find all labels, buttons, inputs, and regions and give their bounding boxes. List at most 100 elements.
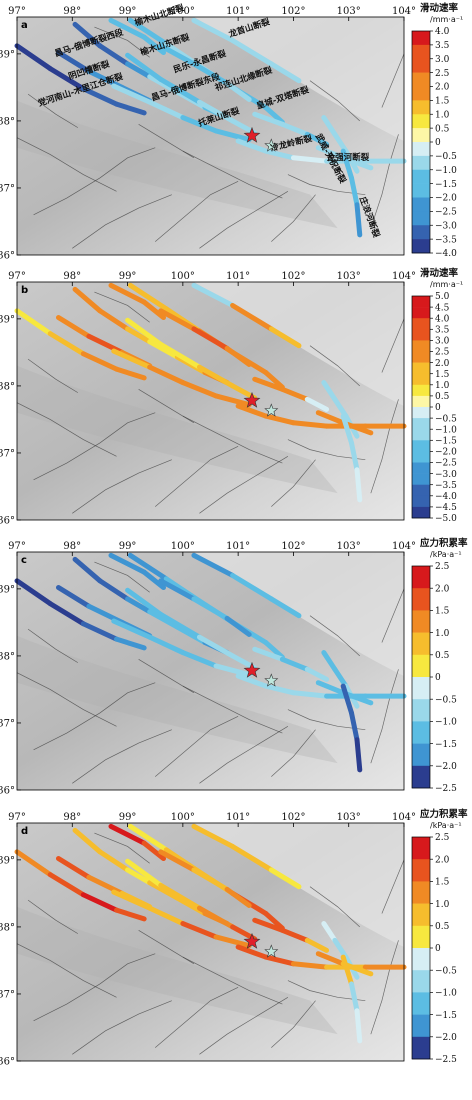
fault-segment-yumuE <box>158 849 197 873</box>
mountain-shade <box>17 635 338 764</box>
fault-segment-minle <box>125 317 164 347</box>
fault-segment-yumuE <box>224 80 252 102</box>
fault-segment-minle <box>196 364 236 389</box>
colorbar-value: 2.5 <box>435 562 450 572</box>
fault-segment-zhuang <box>354 202 363 238</box>
fault-segment-yumuN <box>108 17 147 40</box>
fault-segment-wuwei <box>321 115 338 137</box>
fault-segment-changmaW <box>72 556 103 584</box>
background-fault-line <box>287 980 366 1002</box>
fault-segment-yumuN <box>141 299 167 321</box>
colorbar-swatch <box>412 31 430 46</box>
colorbar-swatch <box>412 239 430 254</box>
colorbar-swatch <box>412 677 430 700</box>
x-tick-label: 99° <box>119 541 137 552</box>
x-tick-label: 101° <box>226 541 250 552</box>
background-fault-line <box>33 682 156 751</box>
fault-segment-zhuang <box>354 467 363 503</box>
colorbar-value: −4.0 <box>435 249 457 259</box>
fault-segment-yumuN <box>141 569 167 591</box>
colorbar-value: 4.0 <box>435 314 450 324</box>
background-fault-line <box>72 194 172 249</box>
y-tick-label: 38° <box>0 651 15 662</box>
fault-segment-dangHe <box>47 331 86 357</box>
map-frame <box>16 822 405 1062</box>
colorbar-swatch <box>412 58 430 73</box>
fault-segment-changmaE <box>147 74 180 95</box>
panel-label: a <box>21 20 28 31</box>
colorbar-value: −3.0 <box>435 221 457 231</box>
x-tick-label: 103° <box>337 812 361 823</box>
x-tick-label: 102° <box>281 541 305 552</box>
y-tick-label: 39° <box>0 855 15 866</box>
fault-segment-minle <box>158 611 202 640</box>
colorbar-swatch <box>412 473 430 485</box>
fault-segment-yumuE <box>191 596 230 621</box>
colorbar-swatch <box>412 351 430 363</box>
fault-segment-yumuN <box>108 823 147 846</box>
colorbar-title: 滑动速率 <box>420 267 459 279</box>
fault-segment-tuolai <box>111 618 153 640</box>
fault-segment-longshou <box>230 37 274 67</box>
fault-segment-qilianN <box>263 370 285 390</box>
colorbar-swatch <box>412 743 430 767</box>
colorbar-title: 应力积累率 <box>420 808 468 820</box>
fault-segment-huangch <box>304 131 330 147</box>
epicenter-star-main <box>243 391 261 408</box>
colorbar-value: 0.5 <box>435 922 450 932</box>
epicenter-star-main <box>243 126 261 143</box>
colorbar-value: 1.5 <box>435 878 450 888</box>
x-tick-label: 100° <box>171 541 195 552</box>
fault-segment-lenglong <box>290 961 330 970</box>
colorbar-value: −2.0 <box>435 448 457 458</box>
x-tick-label: 100° <box>171 6 195 17</box>
colorbar-value: 2.5 <box>435 833 450 843</box>
fault-segment-wuwei <box>321 650 338 672</box>
x-tick-label: 98° <box>63 271 81 282</box>
fault-segment-yinAo <box>55 585 92 609</box>
colorbar-swatch <box>412 903 430 927</box>
fault-segment-wuwei <box>332 937 349 960</box>
colorbar-unit: /mm·a⁻¹ <box>430 15 463 24</box>
fault-segment-yumuN <box>141 840 167 862</box>
x-tick-label: 100° <box>171 812 195 823</box>
background-fault-line <box>199 997 289 1055</box>
colorbar-value: 0.5 <box>435 392 450 402</box>
fault-segment-tuolai <box>111 889 153 911</box>
background-fault-line <box>287 709 366 731</box>
epicenter-star-secondary <box>264 944 279 958</box>
fault-segment-changmaE <box>147 609 180 630</box>
colorbar-value: −1.0 <box>435 989 457 999</box>
background-fault-line <box>33 412 156 481</box>
background-fault-line <box>16 137 117 192</box>
x-tick-label: 103° <box>337 6 361 17</box>
background-fault-line <box>16 402 117 457</box>
x-tick-label: 104° <box>392 6 416 17</box>
colorbar-value: −2.5 <box>435 1055 457 1065</box>
background-fault-line <box>16 672 117 727</box>
fault-segment-longshou <box>191 552 236 578</box>
background-fault-line <box>72 459 172 514</box>
fault-segment-qilianN <box>127 823 169 853</box>
fault-segment-lenglong <box>235 944 269 960</box>
colorbar-swatch <box>412 948 430 971</box>
fault-segment-jinqiang <box>315 410 346 426</box>
fault-segment-dangHe <box>14 578 53 607</box>
epicenter-star-main <box>243 661 261 678</box>
background-fault-line <box>138 123 195 159</box>
fault-segment-qilianN <box>263 911 285 931</box>
fault-segment-wuwei <box>321 380 338 402</box>
background-fault-line <box>370 940 399 1035</box>
colorbar-swatch <box>412 925 430 949</box>
colorbar-value: 1.0 <box>435 900 450 910</box>
fault-segment-longshou <box>268 867 302 890</box>
background-fault-line <box>154 986 239 1048</box>
panel-label: c <box>21 555 27 566</box>
fault-segment-huangch <box>279 927 310 943</box>
background-fault-line <box>309 345 361 387</box>
colorbar-value: 0 <box>435 944 441 954</box>
colorbar-swatch <box>412 992 430 1015</box>
fault-segment-zhuang <box>348 175 360 208</box>
colorbar-swatch <box>412 44 430 60</box>
fault-segment-longshou <box>230 302 274 332</box>
